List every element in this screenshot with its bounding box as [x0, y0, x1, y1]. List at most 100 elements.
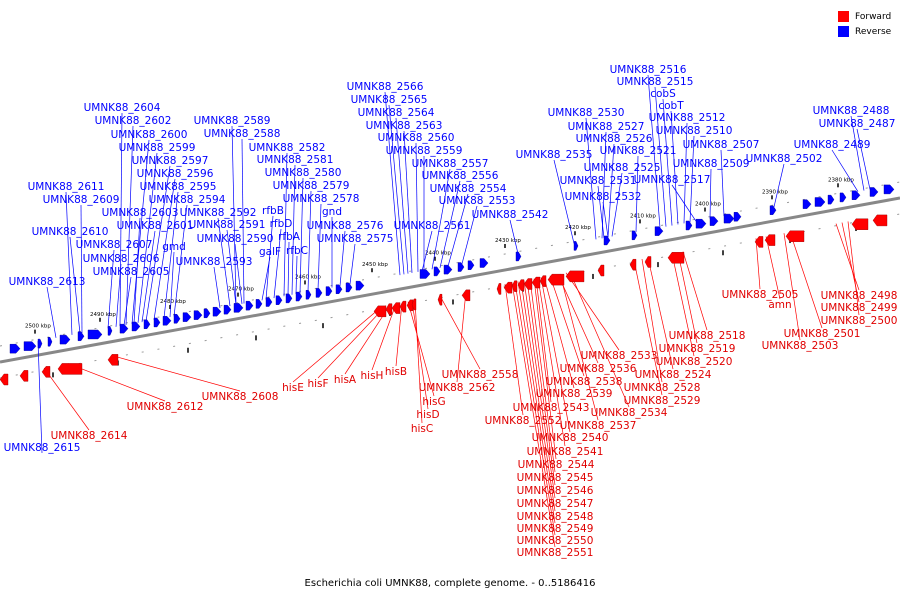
reverse-gene: [87, 329, 103, 340]
gene-label: UMNK88_2547: [517, 498, 594, 510]
gene-label: UMNK88_2602: [95, 115, 172, 127]
reverse-gene: [869, 187, 879, 197]
reverse-gene: [419, 269, 431, 279]
gene-label: UMNK88_2536: [560, 363, 637, 375]
gene-label: rfbC: [286, 245, 308, 257]
forward-gene: [385, 303, 393, 315]
connector-line: [213, 266, 221, 308]
gene-label: UMNK88_2561: [394, 220, 471, 232]
gene-labels: UMNK88_2566UMNK88_2565UMNK88_2564UMNK88_…: [4, 64, 898, 559]
reverse-gene: [802, 199, 812, 209]
gene-label: UMNK88_2562: [419, 382, 496, 394]
forward-gene: [597, 264, 605, 277]
connector-line: [217, 217, 231, 307]
reverse-gene: [275, 295, 283, 305]
gene-label: UMNK88_2542: [472, 209, 549, 221]
gene-label: UMNK88_2540: [532, 432, 609, 444]
gene-label: UMNK88_2594: [149, 194, 226, 206]
connector-line: [317, 305, 387, 379]
connector-line: [46, 286, 57, 338]
connector-line: [173, 204, 188, 317]
connector-line: [414, 300, 423, 424]
tick-label: 2470 kbp: [228, 287, 254, 293]
reverse-gene: [467, 260, 475, 270]
connector-line: [403, 130, 413, 273]
gene-label: UMNK88_2563: [366, 120, 443, 132]
connector-line: [131, 139, 150, 324]
reverse-gene: [223, 304, 232, 315]
label-connectors: [37, 74, 871, 548]
connector-line: [411, 300, 429, 410]
reverse-gene: [265, 297, 273, 307]
connector-line: [504, 283, 524, 416]
gene-label: UMNK88_2565: [351, 94, 428, 106]
legend-reverse: Reverse: [838, 24, 891, 39]
reverse-gene: [695, 218, 707, 229]
gene-label: UMNK88_2518: [669, 330, 746, 342]
forward-gene: [399, 300, 407, 313]
gene-label: UMNK88_2499: [821, 302, 898, 314]
tick-label: 2440 kbp: [425, 251, 451, 257]
gene-label: UMNK88_2517: [634, 174, 711, 186]
gene-label: UMNK88_2604: [84, 102, 161, 114]
connector-line: [511, 282, 556, 548]
connector-line: [585, 117, 597, 240]
gene-label: UMNK88_2528: [624, 382, 701, 394]
forward-gene: [644, 256, 652, 268]
connector-line: [789, 231, 823, 329]
gene-label: UMNK88_2596: [137, 168, 214, 180]
gene-label: UMNK88_2590: [197, 233, 274, 245]
connector-line: [125, 125, 134, 326]
forward-gene: [437, 293, 443, 306]
connector-line: [395, 302, 403, 367]
connector-line: [559, 273, 599, 421]
forward-gene: [851, 218, 869, 230]
gene-label: UMNK88_2503: [762, 340, 839, 352]
connector-line: [540, 277, 571, 433]
gene-label: UMNK88_2560: [378, 132, 455, 144]
gene-label: UMNK88_2550: [517, 535, 594, 547]
connector-line: [601, 131, 607, 239]
reverse-gene: [325, 286, 333, 296]
connector-line: [80, 204, 83, 334]
connector-line: [111, 355, 241, 392]
reverse-gene: [631, 230, 638, 241]
gene-label: UMNK88_2488: [813, 105, 890, 117]
gene-label: rfbA: [278, 231, 301, 243]
connector-line: [647, 257, 674, 370]
gene-label: UMNK88_2543: [513, 402, 590, 414]
reverse-gene: [305, 290, 312, 300]
connector-line: [261, 256, 271, 301]
connector-line: [641, 258, 663, 383]
reverse-gene: [107, 326, 113, 336]
reverse-gene: [814, 197, 826, 207]
connector-line: [43, 367, 90, 431]
gene-label: UMNK88_2578: [283, 193, 360, 205]
gene-label: UMNK88_2592: [180, 207, 257, 219]
reverse-gene: [47, 337, 53, 347]
connector-line: [543, 276, 575, 389]
forward-swatch: [838, 11, 849, 22]
gene-label: UMNK88_2589: [194, 115, 271, 127]
connector-line: [633, 260, 663, 396]
connector-line: [295, 255, 298, 295]
connector-line: [720, 149, 725, 217]
connector-line: [339, 230, 346, 287]
reverse-gene: [733, 212, 742, 222]
tick-label: 2430 kbp: [495, 238, 521, 244]
tick-label: 2390 kbp: [762, 189, 788, 195]
reverse-gene: [193, 310, 203, 320]
reverse-gene: [119, 323, 129, 334]
reverse-gene: [245, 300, 254, 311]
genome-axis: [0, 181, 900, 379]
gene-label: rfbD: [270, 218, 293, 230]
connector-line: [670, 110, 679, 225]
connector-line: [65, 191, 73, 335]
connector-line: [549, 275, 585, 377]
tick-label: 2400 kbp: [695, 202, 721, 208]
connector-line: [287, 241, 290, 296]
reverse-gene: [77, 331, 85, 341]
gene-label: UMNK88_2509: [673, 158, 750, 170]
reverse-gene: [345, 282, 353, 293]
